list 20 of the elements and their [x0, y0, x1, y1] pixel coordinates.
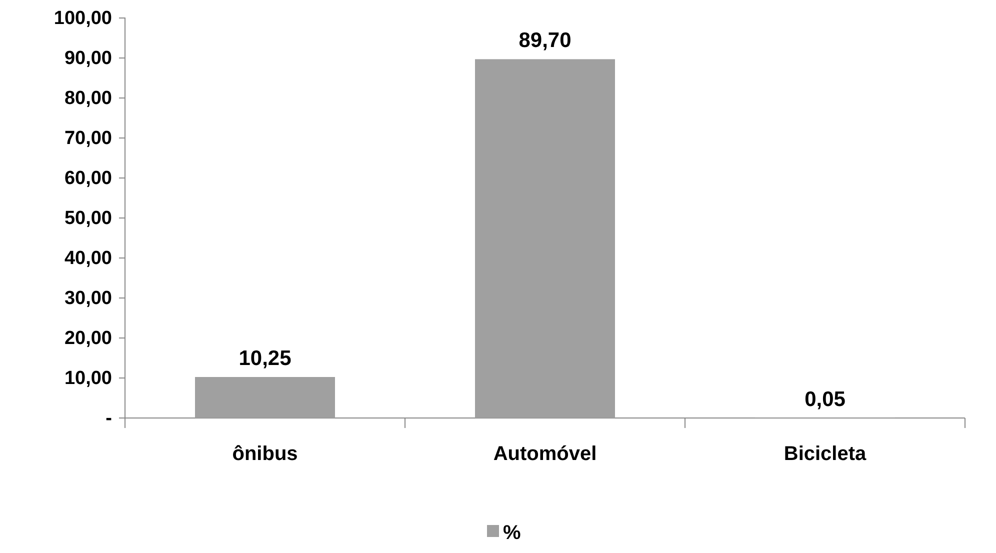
bar	[475, 59, 615, 418]
y-tick-label: 30,00	[64, 288, 112, 310]
x-tick-label: ônibus	[232, 443, 298, 466]
y-tick-label: 70,00	[64, 128, 112, 150]
y-tick-label: 20,00	[64, 328, 112, 350]
y-tick-label: 100,00	[54, 8, 112, 30]
y-tick-label: 90,00	[64, 48, 112, 70]
bar	[195, 377, 335, 418]
x-tick-label: Bicicleta	[784, 443, 868, 466]
data-label: 10,25	[238, 347, 292, 370]
y-tick-label: 80,00	[64, 88, 112, 110]
x-tick-label: Automóvel	[493, 443, 597, 466]
legend-label: %	[503, 522, 521, 544]
y-tick-label: 50,00	[64, 208, 112, 230]
y-tick-label: -	[106, 408, 112, 430]
y-tick-label: 60,00	[64, 168, 112, 190]
data-label: 89,70	[518, 29, 572, 52]
data-label: 0,05	[804, 388, 846, 411]
y-tick-label: 10,00	[64, 368, 112, 390]
y-tick-label: 40,00	[64, 248, 112, 270]
